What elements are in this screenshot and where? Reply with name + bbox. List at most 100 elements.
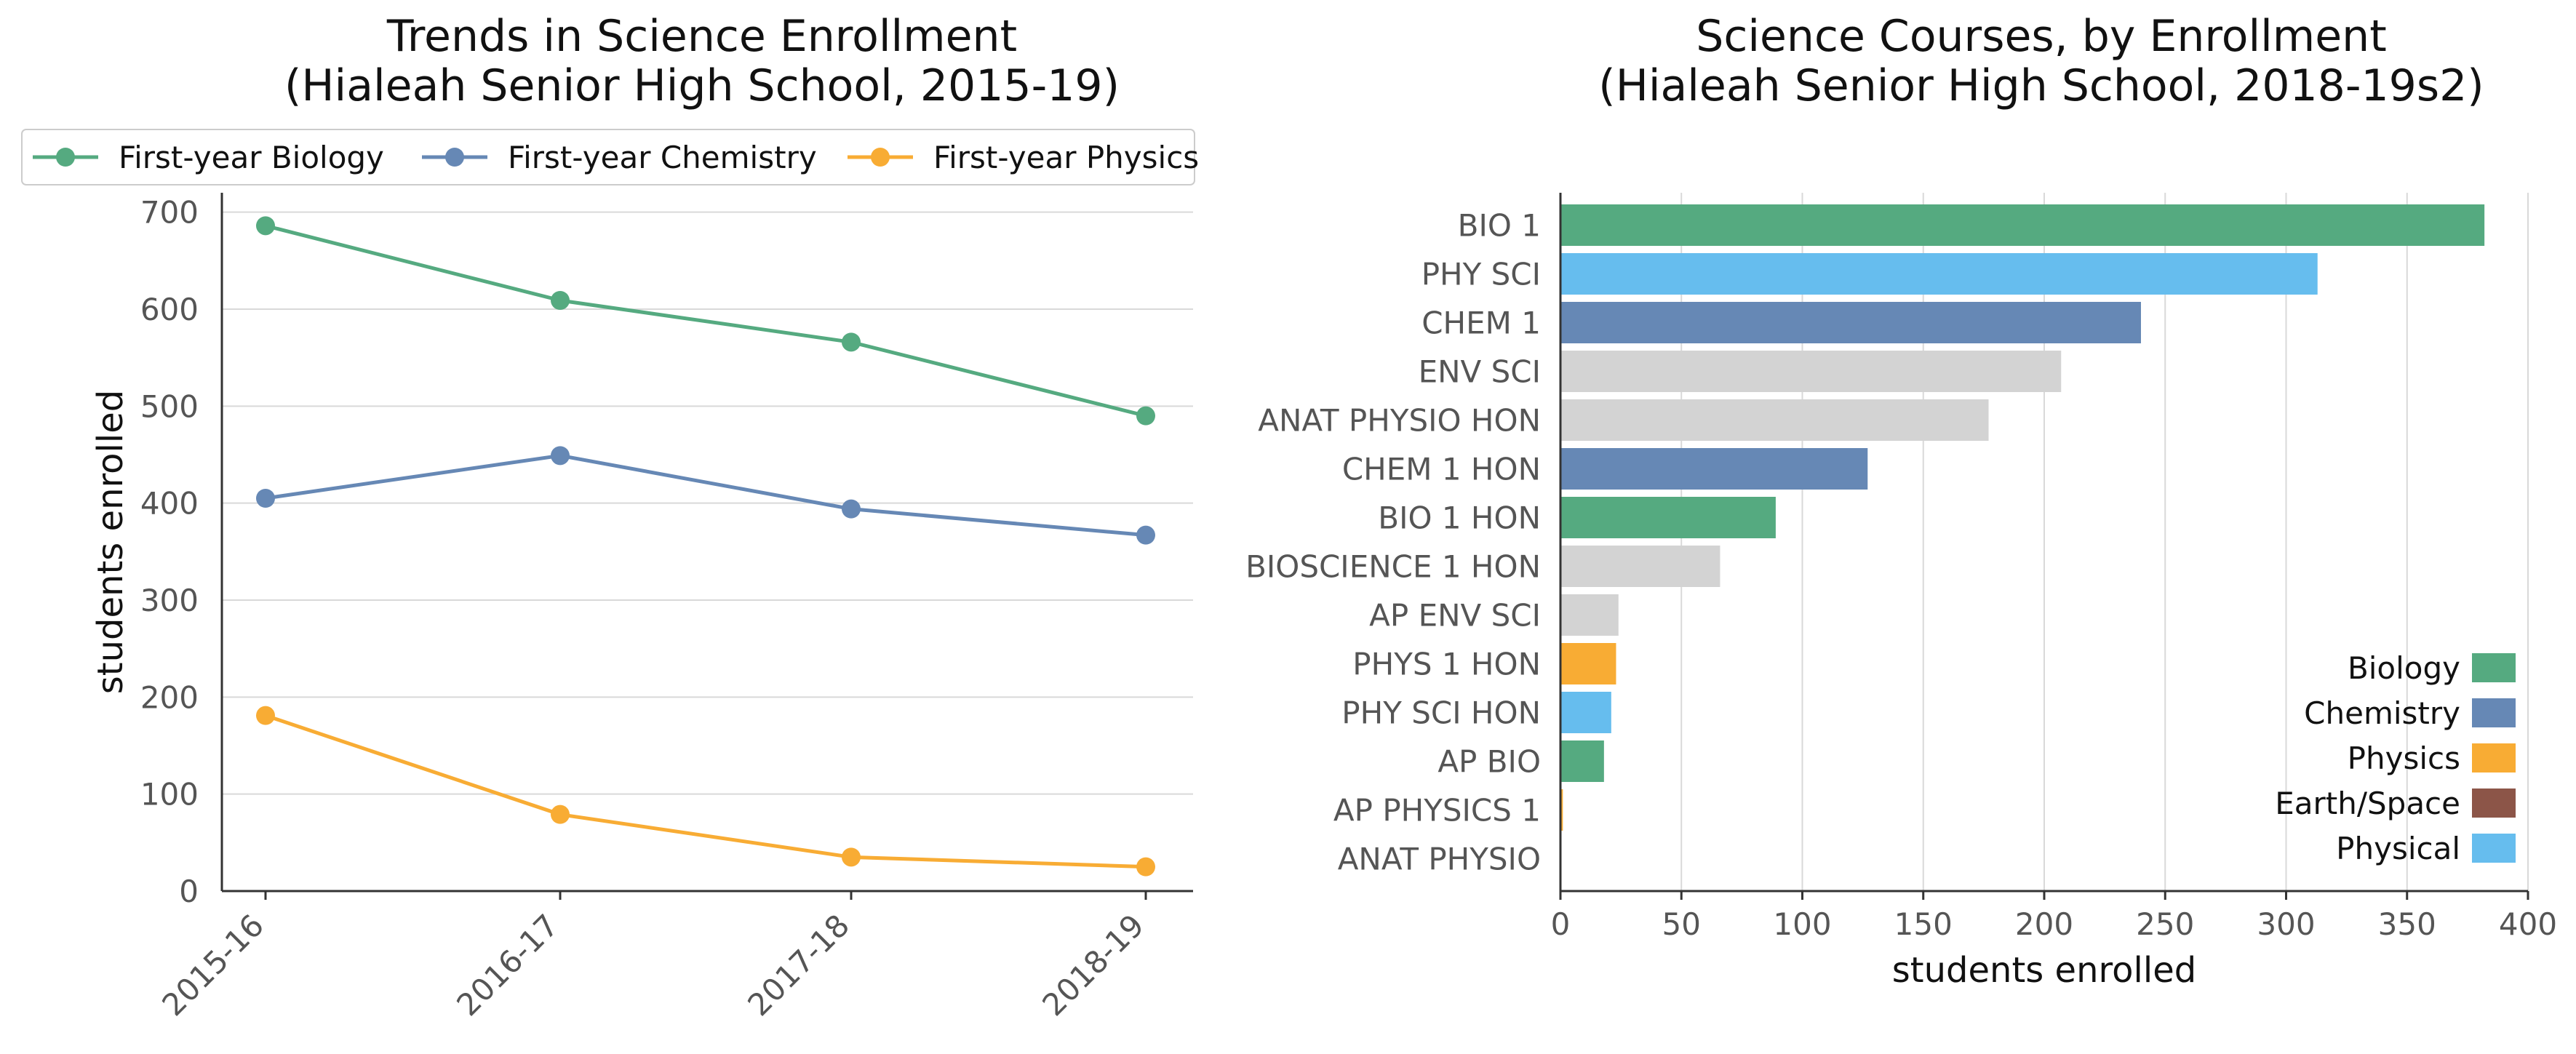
course-label: CHEM 1 [1421, 306, 1541, 341]
course-label: BIOSCIENCE 1 HON [1245, 549, 1541, 585]
left-y-tick-label: 500 [140, 388, 199, 424]
legend-entry: First-year Chemistry [422, 140, 817, 175]
bar [1560, 692, 1611, 733]
left-y-tick-label: 700 [140, 195, 199, 231]
series-first-year-physics [256, 706, 1155, 877]
left-chart-series [256, 216, 1155, 877]
right-chart-title: Science Courses, by Enrollment [1696, 11, 2386, 62]
left-chart-subtitle: (Hialeah Senior High School, 2015-19) [284, 60, 1120, 111]
legend-entry: First-year Biology [33, 140, 384, 175]
left-y-tick-label: 600 [140, 292, 199, 327]
bar [1560, 546, 1720, 587]
series-line [265, 223, 1147, 418]
legend-swatch-marker [56, 148, 75, 167]
left-chart-title: Trends in Science Enrollment [386, 11, 1017, 62]
bar [1560, 643, 1616, 684]
right-category-labels: BIO 1 PHY SCI CHEM 1 ENV SCI ANAT PHYSIO HON… [1245, 208, 1541, 877]
right-x-tick-label: 400 [2499, 906, 2557, 942]
right-x-tick-label: 0 [1551, 906, 1571, 942]
course-label: PHY SCI [1421, 257, 1541, 292]
left-chart-axes [220, 193, 1193, 893]
legend-entry: Physical [2336, 831, 2516, 866]
data-point [842, 499, 861, 519]
legend-label: Physics [2348, 740, 2460, 776]
series-line [265, 453, 1147, 538]
course-label: PHY SCI HON [1341, 695, 1541, 731]
bar [1560, 789, 1563, 831]
bar [1560, 253, 2318, 295]
left-chart-legend: First-year Biology First-year Chemistry Fi… [21, 129, 1199, 185]
left-x-tick-label: 2016-17 [450, 907, 565, 1023]
course-label: ANAT PHYSIO [1338, 842, 1541, 877]
legend-entry: Chemistry [2304, 695, 2516, 731]
course-label: CHEM 1 HON [1342, 452, 1541, 487]
data-point [256, 706, 275, 725]
left-y-tick-label: 100 [140, 777, 199, 813]
legend-entry: First-year Physics [848, 140, 1199, 175]
legend-swatch-marker [871, 148, 890, 167]
data-point [551, 291, 570, 310]
legend-label: First-year Biology [119, 140, 384, 175]
left-y-tick-label: 300 [140, 583, 199, 618]
bar [1560, 399, 1989, 441]
legend-label: Earth/Space [2275, 786, 2460, 821]
right-x-tick-label: 150 [1894, 906, 1953, 942]
data-point [551, 805, 570, 824]
legend-swatch [2472, 698, 2516, 727]
course-label: AP PHYSICS 1 [1333, 793, 1541, 829]
course-label: ANAT PHYSIO HON [1258, 403, 1541, 439]
right-x-tick-label: 100 [1773, 906, 1831, 942]
legend-swatch [2472, 653, 2516, 682]
legend-label: Chemistry [2304, 695, 2460, 731]
right-x-axis-label: students enrolled [1892, 950, 2196, 991]
right-x-tick-label: 50 [1662, 906, 1701, 942]
course-label: BIO 1 [1458, 208, 1541, 244]
left-y-tick-labels: 0 100 200 300 400 500 600 700 [140, 195, 199, 909]
series-first-year-biology [256, 216, 1155, 426]
right-x-tick-label: 350 [2378, 906, 2436, 942]
left-y-tick-label: 400 [140, 486, 199, 522]
bar [1560, 594, 1619, 636]
right-chart-legend: Biology Chemistry Physics Earth/Space Physic… [2275, 650, 2516, 866]
right-x-tick-label: 300 [2257, 906, 2315, 942]
legend-label: Physical [2336, 831, 2460, 866]
right-chart-gridlines [1680, 193, 2529, 891]
right-x-tick-label: 200 [2015, 906, 2073, 942]
legend-entry: Earth/Space [2275, 786, 2516, 821]
legend-swatch [2472, 834, 2516, 863]
legend-entry: Physics [2348, 740, 2516, 776]
data-point [842, 332, 861, 352]
bar [1560, 497, 1776, 538]
course-label: AP BIO [1437, 744, 1541, 780]
data-point [1136, 857, 1155, 877]
legend-frame [21, 129, 1195, 185]
legend-label: First-year Physics [933, 140, 1199, 175]
left-x-tick-label: 2015-16 [155, 907, 271, 1023]
legend-entry: Biology [2348, 650, 2516, 686]
right-x-tick-label: 250 [2136, 906, 2194, 942]
course-enrollment-chart: Science Courses, by Enrollment (Hialeah … [1245, 11, 2557, 991]
legend-label: First-year Chemistry [508, 140, 817, 175]
right-x-tick-labels: 0 50 100 150 200 250 300 350 400 [1551, 891, 2557, 942]
bar [1560, 448, 1868, 490]
legend-swatch [2472, 743, 2516, 772]
data-point [1136, 525, 1155, 545]
left-y-tick-label: 200 [140, 679, 199, 715]
data-point [1136, 406, 1155, 426]
course-label: BIO 1 HON [1378, 500, 1541, 536]
legend-swatch [2472, 788, 2516, 818]
bar [1560, 740, 1604, 782]
bar [1560, 204, 2485, 246]
course-label: AP ENV SCI [1369, 598, 1541, 634]
data-point [842, 847, 861, 867]
enrollment-trend-chart: Trends in Science Enrollment (Hialeah Se… [21, 11, 1199, 1023]
left-chart-gridlines [222, 211, 1193, 795]
course-label: PHYS 1 HON [1352, 647, 1541, 682]
left-x-tick-label: 2018-19 [1035, 907, 1151, 1023]
legend-label: Biology [2348, 650, 2460, 686]
left-y-tick-label: 0 [179, 874, 199, 909]
data-point [256, 216, 275, 236]
data-point [551, 446, 570, 466]
